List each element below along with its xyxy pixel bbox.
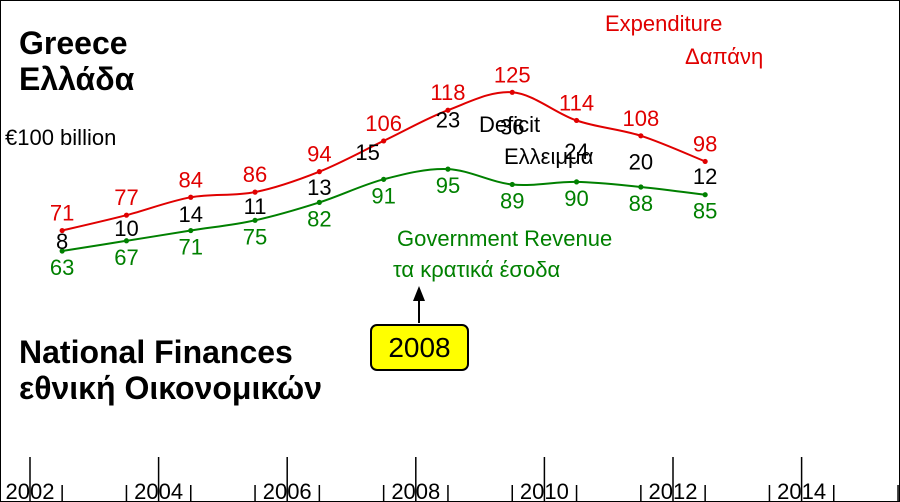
deficit-labels: 8 10 14 11 13 15 23 36 24 20 12	[56, 108, 717, 254]
expenditure-label-el: Δαπάνη	[685, 44, 764, 69]
chart-subtitle-line1: National Finances	[19, 334, 293, 370]
revenue-point	[252, 217, 258, 223]
x-axis: 2002 2004 2006 2008 2010 2012 2014	[6, 457, 899, 501]
expenditure-value-label: 108	[622, 106, 659, 131]
deficit-value-label: 24	[564, 139, 588, 164]
revenue-point	[381, 176, 387, 182]
arrow-head	[413, 286, 425, 301]
chart-title: Greece Ελλάδα	[19, 25, 135, 98]
x-tick-label: 2014	[777, 479, 826, 501]
revenue-value-label: 71	[179, 235, 203, 260]
x-tick-label: 2002	[6, 479, 55, 501]
deficit-label-el: Ελλειμμα	[504, 144, 594, 169]
x-tick-label: 2010	[520, 479, 569, 501]
expenditure-value-label: 98	[693, 131, 717, 156]
expenditure-point	[59, 227, 65, 234]
expenditure-value-label: 114	[559, 90, 594, 115]
expenditure-value-label: 125	[494, 62, 531, 87]
revenue-point	[123, 238, 130, 244]
x-tick-label: 2008	[391, 479, 440, 501]
expenditure-value-label: 71	[50, 201, 74, 226]
expenditure-value-label: 106	[365, 111, 402, 136]
revenue-point	[445, 166, 451, 172]
revenue-value-label: 67	[114, 245, 138, 270]
expenditure-point	[381, 138, 387, 144]
revenue-value-label: 91	[371, 183, 395, 208]
expenditure-value-label: 77	[114, 185, 138, 210]
deficit-value-label: 36	[500, 114, 524, 139]
revenue-label-el: τα κρατικά έσοδα	[393, 257, 561, 282]
expenditure-point	[638, 133, 644, 139]
deficit-value-label: 20	[629, 149, 653, 174]
deficit-label-en: Deficit	[479, 112, 541, 137]
expenditure-point	[123, 212, 130, 218]
revenue-value-label: 85	[693, 199, 717, 224]
expenditure-point	[509, 89, 515, 95]
callout-arrow	[413, 286, 425, 323]
expenditure-value-label: 94	[307, 142, 331, 167]
revenue-value-label: 95	[436, 173, 460, 198]
expenditure-value-label: 86	[243, 162, 267, 187]
revenue-value-label: 88	[629, 191, 653, 216]
expenditure-series: 71 77 84 86 94 106 118 125 114 108 98	[50, 62, 717, 234]
revenue-point	[316, 199, 322, 205]
unit-note: €100 billion	[5, 125, 117, 150]
revenue-point	[188, 227, 194, 234]
expenditure-point	[188, 194, 194, 200]
chart-title-line2: Ελλάδα	[19, 60, 135, 97]
year-callout: 2008	[370, 324, 469, 371]
revenue-value-label: 75	[243, 224, 267, 249]
revenue-point	[509, 181, 515, 188]
deficit-value-label: 13	[307, 175, 331, 200]
revenue-value-label: 63	[50, 255, 74, 280]
revenue-point	[59, 248, 65, 254]
revenue-value-label: 82	[307, 206, 331, 231]
expenditure-point	[252, 189, 258, 195]
deficit-value-label: 10	[114, 216, 138, 241]
x-tick-label: 2012	[649, 479, 698, 501]
deficit-value-label: 23	[436, 108, 460, 133]
deficit-value-label: 8	[56, 229, 68, 254]
revenue-value-label: 89	[500, 188, 524, 213]
x-tick-label: 2006	[263, 479, 312, 501]
revenue-point	[702, 192, 708, 198]
revenue-value-label: 90	[564, 186, 588, 211]
revenue-series: 63 67 71 75 82 91 95 89 90 88 85	[50, 166, 717, 280]
chart-title-line1: Greece	[19, 25, 128, 61]
expenditure-value-label: 84	[179, 167, 203, 192]
x-tick-label: 2004	[134, 479, 183, 501]
revenue-point	[573, 179, 580, 185]
deficit-value-label: 15	[355, 140, 379, 165]
expenditure-point	[573, 117, 580, 124]
expenditure-point	[316, 169, 322, 175]
chart-subtitle-line2: εθνική Οικονομικών	[19, 369, 322, 406]
deficit-value-label: 14	[179, 202, 203, 227]
chart-subtitle: National Finances εθνική Οικονομικών	[19, 334, 322, 407]
expenditure-point	[702, 158, 708, 165]
revenue-label-en: Government Revenue	[397, 226, 613, 251]
expenditure-value-label: 118	[430, 80, 465, 105]
expenditure-point	[445, 107, 451, 113]
expenditure-label-en: Expenditure	[605, 11, 723, 36]
revenue-point	[638, 184, 644, 190]
deficit-value-label: 11	[244, 194, 267, 219]
deficit-value-label: 12	[693, 164, 717, 189]
